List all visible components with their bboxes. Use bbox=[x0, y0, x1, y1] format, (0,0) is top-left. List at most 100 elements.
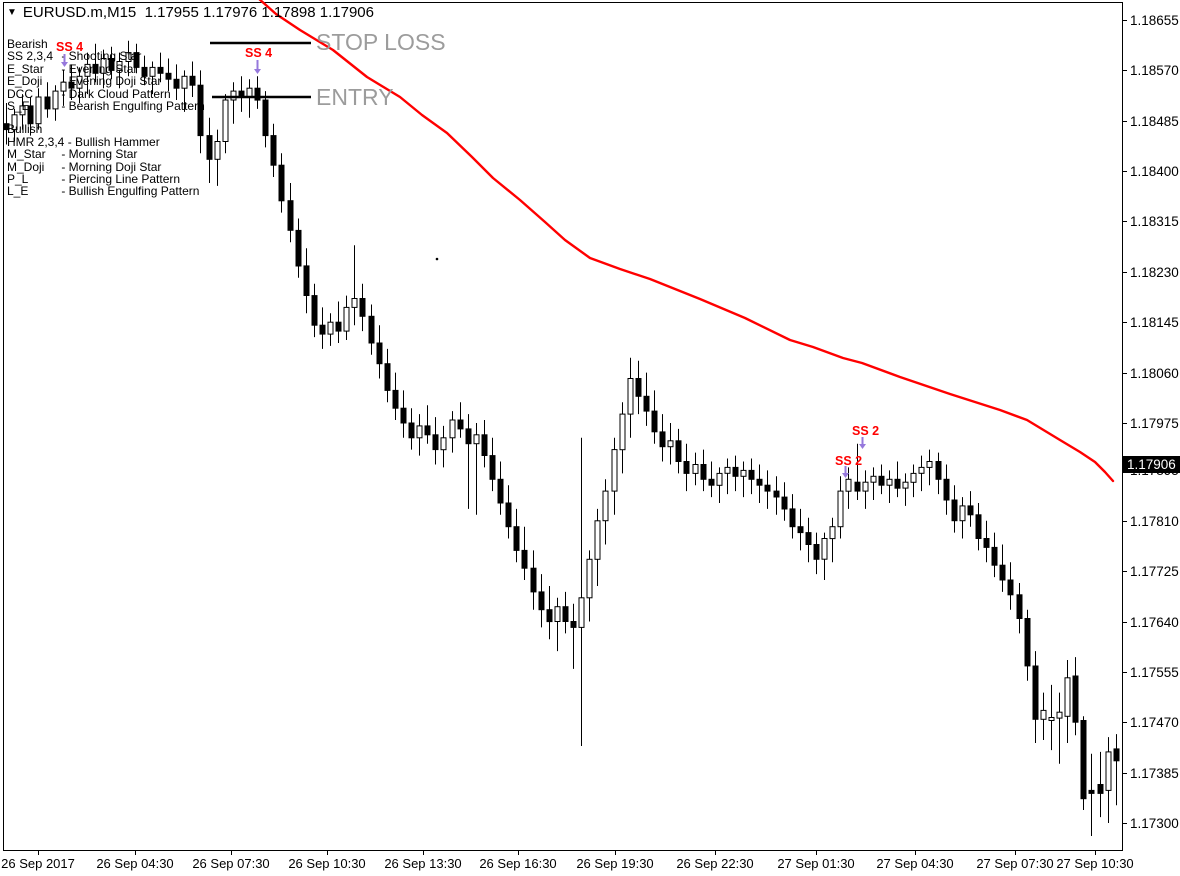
candle bbox=[165, 58, 172, 92]
candle bbox=[878, 464, 885, 495]
candle bbox=[270, 123, 277, 177]
candle bbox=[805, 517, 812, 563]
candle bbox=[1032, 651, 1039, 743]
candle bbox=[84, 52, 91, 95]
candle bbox=[716, 467, 723, 503]
candle bbox=[505, 485, 512, 539]
candle bbox=[11, 108, 18, 142]
candle bbox=[351, 245, 358, 326]
candle bbox=[1113, 734, 1120, 806]
candle bbox=[732, 455, 739, 492]
candle bbox=[392, 372, 399, 420]
candle bbox=[76, 67, 83, 103]
candle bbox=[343, 295, 350, 340]
stray-dot bbox=[435, 257, 439, 261]
candle bbox=[594, 508, 601, 586]
candle bbox=[926, 449, 933, 486]
candle bbox=[756, 464, 763, 503]
candle bbox=[773, 476, 780, 515]
candle bbox=[902, 473, 909, 506]
candle bbox=[975, 503, 982, 551]
candle bbox=[1024, 609, 1031, 681]
candle bbox=[611, 437, 618, 515]
candle bbox=[643, 372, 650, 426]
candle bbox=[692, 452, 699, 486]
candle bbox=[951, 485, 958, 533]
candle bbox=[60, 70, 67, 106]
candle bbox=[440, 425, 447, 468]
candle bbox=[400, 390, 407, 438]
candle bbox=[206, 117, 213, 183]
candle bbox=[943, 464, 950, 515]
candle bbox=[432, 417, 439, 465]
candle bbox=[100, 49, 107, 89]
candle bbox=[481, 420, 488, 468]
candle bbox=[862, 470, 869, 509]
candle bbox=[262, 91, 269, 148]
candle bbox=[700, 449, 707, 492]
candle bbox=[473, 423, 480, 515]
candle bbox=[1007, 562, 1014, 610]
candle bbox=[327, 313, 334, 346]
candle bbox=[1088, 753, 1095, 836]
candle bbox=[554, 597, 561, 652]
moving-average-line bbox=[258, 0, 1115, 483]
candle bbox=[675, 428, 682, 474]
candle bbox=[910, 464, 917, 498]
candle bbox=[1105, 737, 1112, 823]
candle bbox=[918, 455, 925, 492]
candle bbox=[578, 437, 585, 746]
candle bbox=[1097, 751, 1104, 818]
candle bbox=[68, 64, 75, 100]
candle bbox=[376, 325, 383, 379]
plot-frame bbox=[3, 2, 1123, 851]
candle bbox=[570, 603, 577, 669]
candle bbox=[870, 467, 877, 500]
candle bbox=[586, 550, 593, 622]
candle bbox=[230, 82, 237, 124]
candle bbox=[303, 248, 310, 314]
candle bbox=[368, 304, 375, 355]
candle bbox=[837, 476, 844, 539]
candle bbox=[133, 43, 140, 74]
candle bbox=[27, 97, 34, 136]
candle bbox=[667, 423, 674, 465]
candle bbox=[19, 94, 26, 130]
candle bbox=[619, 402, 626, 474]
candle bbox=[214, 129, 221, 186]
candle bbox=[683, 443, 690, 492]
candle bbox=[521, 526, 528, 580]
candle bbox=[813, 532, 820, 575]
candle bbox=[829, 517, 836, 563]
candle bbox=[1080, 716, 1087, 810]
candle bbox=[44, 82, 51, 118]
candle bbox=[627, 357, 634, 438]
candle bbox=[181, 70, 188, 112]
candle bbox=[635, 360, 642, 415]
candle bbox=[189, 61, 196, 97]
candle bbox=[781, 482, 788, 521]
candle bbox=[157, 52, 164, 83]
candle bbox=[197, 70, 204, 154]
candle bbox=[999, 544, 1006, 592]
candle bbox=[384, 348, 391, 403]
candle bbox=[562, 591, 569, 634]
candle bbox=[278, 153, 285, 213]
candle bbox=[651, 390, 658, 444]
candle bbox=[449, 411, 456, 453]
candle bbox=[748, 458, 755, 495]
candle bbox=[125, 40, 132, 77]
candle bbox=[764, 470, 771, 509]
candle bbox=[238, 76, 245, 112]
candle bbox=[530, 550, 537, 610]
candle bbox=[740, 461, 747, 498]
candle bbox=[935, 452, 942, 495]
candle bbox=[408, 408, 415, 450]
candle bbox=[1072, 657, 1079, 736]
candle bbox=[465, 414, 472, 509]
candle bbox=[335, 301, 342, 343]
candle bbox=[173, 64, 180, 100]
candle bbox=[416, 414, 423, 456]
candle bbox=[538, 574, 545, 628]
